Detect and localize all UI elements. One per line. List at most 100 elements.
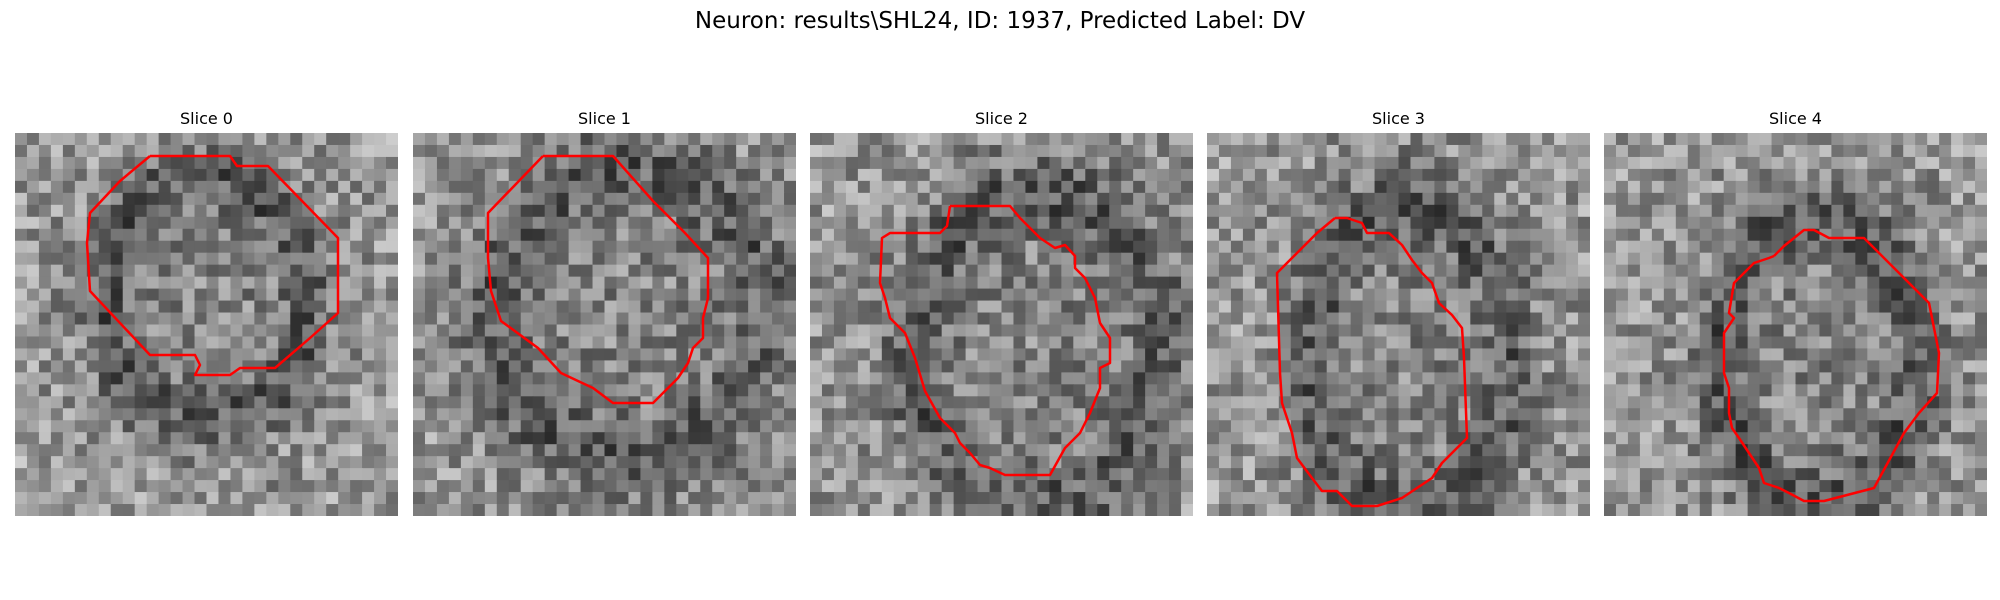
pixel — [1604, 180, 1617, 194]
pixel — [472, 468, 486, 481]
pixel — [1073, 456, 1086, 469]
pixel — [1037, 192, 1050, 206]
pixel — [857, 216, 871, 230]
pixel — [1855, 144, 1868, 158]
pixel — [1566, 504, 1579, 516]
pixel — [724, 504, 737, 516]
pixel — [893, 336, 907, 350]
pixel — [1207, 288, 1220, 302]
pixel — [1639, 180, 1653, 194]
pixel — [1470, 156, 1483, 170]
pixel — [182, 276, 196, 290]
pixel — [484, 228, 498, 242]
pixel — [182, 144, 196, 158]
pixel — [413, 372, 426, 385]
pixel — [1687, 252, 1701, 266]
pixel — [1915, 300, 1928, 314]
pixel — [1242, 312, 1256, 326]
pixel — [1963, 240, 1976, 254]
pixel — [1230, 456, 1244, 469]
pixel — [182, 420, 196, 433]
pixel — [1169, 504, 1182, 516]
pixel — [218, 324, 232, 338]
pixel — [1699, 408, 1713, 421]
pixel — [424, 360, 438, 373]
pixel — [146, 204, 160, 218]
pixel — [736, 264, 749, 278]
pixel — [1145, 336, 1158, 350]
pixel — [50, 444, 64, 457]
pixel — [1290, 408, 1304, 421]
pixel — [1169, 432, 1182, 445]
pixel — [1927, 204, 1940, 218]
pixel — [1566, 336, 1579, 350]
pixel — [1663, 324, 1677, 338]
pixel — [134, 396, 148, 409]
pixel — [1326, 156, 1340, 170]
pixel — [146, 492, 160, 505]
pixel — [62, 480, 76, 493]
pixel — [1350, 240, 1364, 254]
pixel — [206, 456, 220, 469]
pixel — [676, 133, 689, 146]
pixel — [1386, 372, 1400, 385]
pixel — [833, 180, 847, 194]
pixel-grid-1 — [413, 133, 796, 516]
pixel — [1735, 168, 1749, 182]
pixel — [1927, 444, 1940, 457]
pixel — [821, 348, 835, 362]
pixel — [1458, 408, 1471, 421]
pixel — [1133, 504, 1146, 516]
pixel — [1374, 240, 1388, 254]
pixel — [1073, 468, 1086, 481]
pixel — [1783, 264, 1797, 278]
pixel — [1699, 396, 1713, 409]
pixel — [15, 504, 28, 516]
pixel — [1771, 192, 1785, 206]
pixel — [1446, 480, 1459, 493]
pixel — [1398, 180, 1412, 194]
pixel — [362, 324, 375, 338]
pixel — [1687, 300, 1701, 314]
pixel — [1566, 240, 1579, 254]
pixel — [1494, 180, 1507, 194]
pixel — [38, 492, 52, 505]
pixel — [386, 444, 398, 457]
pixel — [1663, 408, 1677, 421]
pixel — [1615, 312, 1629, 326]
pixel-grid-3 — [1207, 133, 1590, 516]
pixel — [1530, 300, 1543, 314]
pixel — [460, 168, 474, 182]
pixel — [1338, 336, 1352, 350]
pixel — [1410, 456, 1424, 469]
pixel — [989, 156, 1003, 170]
pixel — [1506, 228, 1519, 242]
pixel — [1759, 360, 1773, 373]
pixel — [917, 180, 931, 194]
pixel — [1242, 192, 1256, 206]
pixel — [86, 168, 100, 182]
pixel — [604, 133, 618, 146]
pixel — [38, 133, 52, 146]
pixel — [1362, 300, 1376, 314]
pixel — [1446, 300, 1459, 314]
pixel — [1482, 504, 1495, 516]
pixel — [50, 300, 64, 314]
pixel — [1049, 133, 1062, 146]
pixel — [736, 492, 749, 505]
pixel — [1230, 288, 1244, 302]
pixel — [1554, 444, 1567, 457]
pixel — [1037, 144, 1050, 158]
pixel — [1795, 384, 1809, 397]
pixel — [1242, 144, 1256, 158]
pixel — [1254, 288, 1268, 302]
pixel — [712, 360, 725, 373]
pixel — [953, 264, 967, 278]
pixel — [254, 384, 267, 397]
pixel — [374, 420, 387, 433]
pixel — [580, 324, 594, 338]
pixel — [74, 300, 88, 314]
pixel — [302, 336, 315, 350]
pixel — [772, 300, 785, 314]
pixel — [1470, 480, 1483, 493]
